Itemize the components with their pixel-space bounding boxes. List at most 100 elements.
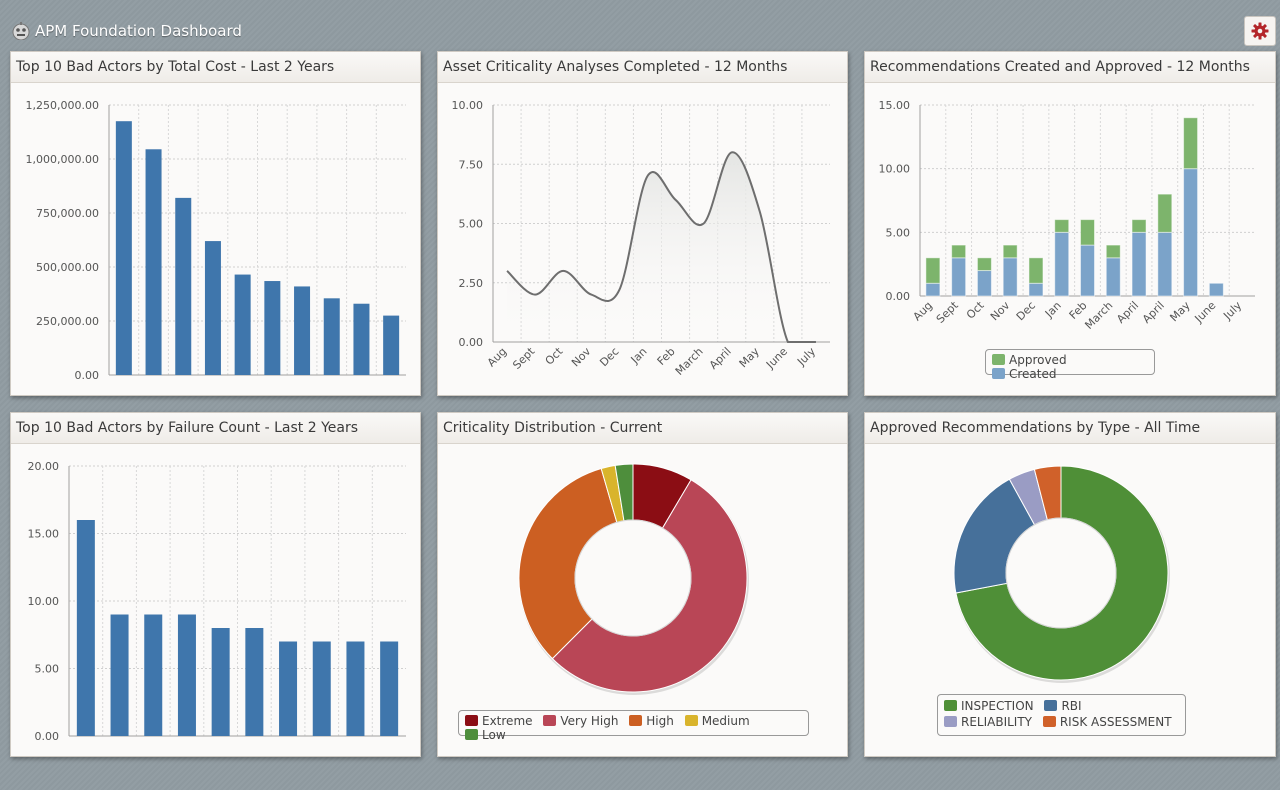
legend-label: Medium [701, 714, 750, 728]
legend-swatch [944, 716, 957, 727]
bar-segment [1157, 193, 1173, 233]
legend-item-medium[interactable]: Medium [684, 714, 750, 728]
bar-segment [1183, 117, 1199, 170]
bar-segment [925, 282, 941, 297]
panel-crit-title: Criticality Distribution - Current [438, 413, 847, 444]
panel-types-title: Approved Recommendations by Type - All T… [865, 413, 1275, 444]
bar [234, 274, 251, 375]
bar-segment [1054, 219, 1070, 233]
legend-item-extreme[interactable]: Extreme [465, 714, 533, 728]
series-line [506, 151, 816, 343]
bar-segment [1054, 231, 1070, 297]
x-tick-label: May [1167, 299, 1193, 325]
dashboard-title: APM Foundation Dashboard [35, 22, 242, 40]
panel-types: Approved Recommendations by Type - All T… [864, 412, 1276, 757]
legend-item-low[interactable]: Low [465, 728, 506, 742]
x-tick-label: Aug [911, 299, 935, 323]
legend-swatch [1044, 700, 1058, 711]
types-donut-chart [953, 465, 1170, 683]
bar-segment [1131, 231, 1147, 297]
legend-item-very-high[interactable]: Very High [543, 714, 618, 728]
crit-donut-chart [518, 463, 749, 695]
cost-bar-chart: 0.00 250,000.00 500,000.00 750,000.00 1,000,… [26, 99, 406, 382]
bar-segment [1105, 244, 1121, 259]
x-tick-label: March [1082, 299, 1115, 332]
legend-swatch [684, 715, 698, 726]
panel-cost: Top 10 Bad Actors by Total Cost - Last 2… [10, 51, 421, 396]
legend-swatch [992, 354, 1005, 365]
bar [383, 315, 400, 375]
legend-swatch [1042, 716, 1056, 727]
y-tick-label: 2.50 [459, 277, 484, 290]
y-tick-label: 1,000,000.00 [26, 153, 99, 166]
legend-label: RELIABILITY [961, 715, 1033, 729]
x-tick-label: July [1220, 299, 1244, 323]
x-tick-label: Nov [988, 299, 1013, 324]
settings-button[interactable] [1244, 16, 1276, 46]
donut-hole [1005, 517, 1117, 629]
bar [204, 241, 221, 375]
y-tick-label: 0.00 [886, 290, 911, 303]
legend-swatch [629, 715, 643, 726]
legend-swatch [543, 715, 557, 726]
x-tick-label: Jan [628, 345, 650, 367]
x-tick-label: May [737, 345, 763, 371]
legend-swatch [944, 700, 957, 711]
bar-segment [1131, 219, 1147, 233]
bar [294, 286, 311, 375]
legend-swatch [992, 368, 1005, 379]
bar [76, 520, 95, 736]
bar [175, 197, 192, 375]
bar-segment [1080, 219, 1095, 246]
x-tick-label: Dec [597, 345, 621, 369]
bar [323, 298, 340, 375]
y-tick-label: 10.00 [28, 595, 60, 608]
legend-item-inspection[interactable]: INSPECTION [944, 698, 1034, 714]
legend-label: RISK ASSESSMENT [1059, 715, 1172, 729]
donut-hole [574, 519, 692, 637]
types-legend: INSPECTION RBI RELIABILITY RISK ASSESSME… [937, 694, 1186, 736]
bar-segment [976, 270, 992, 297]
legend-item-reliability[interactable]: RELIABILITY [944, 714, 1032, 730]
x-tick-label: Oct [543, 344, 566, 367]
legend-label: Approved [1009, 353, 1067, 367]
bar [346, 641, 365, 736]
legend-item-created[interactable]: Created [992, 367, 1057, 381]
x-tick-label: Feb [655, 345, 678, 368]
bar [211, 628, 230, 736]
y-tick-label: 500,000.00 [36, 261, 99, 274]
panel-recs-title: Recommendations Created and Approved - 1… [865, 52, 1275, 83]
bar [279, 641, 298, 736]
panel-failures-title: Top 10 Bad Actors by Failure Count - Las… [11, 413, 420, 444]
legend-label: RBI [1061, 699, 1082, 713]
bar [145, 149, 162, 375]
y-tick-label: 15.00 [28, 528, 60, 541]
y-tick-label: 0.00 [75, 369, 100, 382]
y-tick-label: 750,000.00 [36, 207, 99, 220]
legend-item-approved[interactable]: Approved [992, 353, 1067, 367]
bar-segment [1028, 257, 1044, 284]
bar-segment [976, 257, 992, 272]
gear-icon [1251, 22, 1269, 40]
app-logo-icon [12, 22, 30, 40]
panel-cost-title: Top 10 Bad Actors by Total Cost - Last 2… [11, 52, 420, 83]
y-tick-label: 20.00 [28, 460, 60, 473]
legend-item-rbi[interactable]: RBI [1044, 698, 1082, 714]
bar-segment [1183, 168, 1199, 297]
bar-segment [1157, 231, 1173, 297]
legend-item-high[interactable]: High [629, 714, 674, 728]
y-tick-label: 5.00 [35, 663, 60, 676]
bar [353, 303, 370, 375]
x-tick-label: June [763, 345, 790, 372]
area-fill [507, 152, 816, 342]
x-tick-label: Nov [569, 345, 594, 370]
legend-item-risk-assessment[interactable]: RISK ASSESSMENT [1042, 714, 1172, 730]
y-tick-label: 250,000.00 [36, 315, 99, 328]
panel-crit: Criticality Distribution - Current Extre… [437, 412, 848, 757]
bar-segment [1208, 282, 1224, 297]
panel-analyses: Asset Criticality Analyses Completed - 1… [437, 51, 848, 396]
x-tick-label: April [1140, 299, 1167, 326]
recs-legend: Approved Created [985, 349, 1155, 381]
bar [380, 641, 399, 736]
y-tick-label: 7.50 [459, 158, 484, 171]
